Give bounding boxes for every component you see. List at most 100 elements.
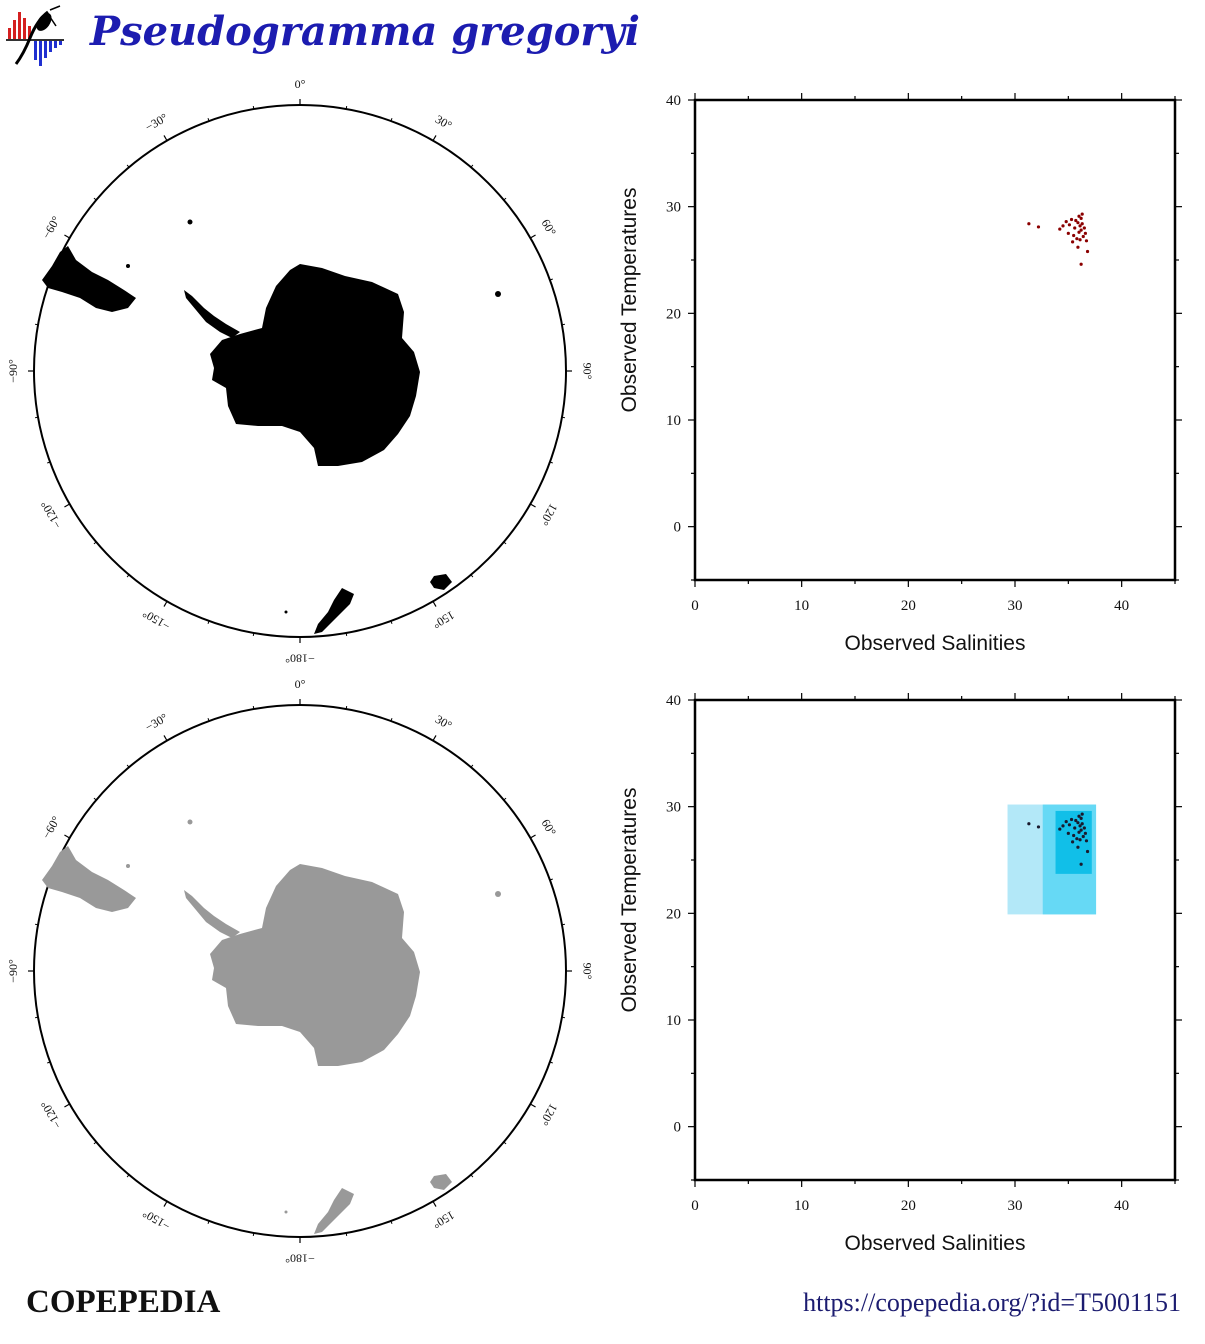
data-point (1064, 220, 1068, 224)
data-point (1084, 839, 1089, 843)
data-point (1075, 837, 1079, 841)
data-point (1085, 849, 1090, 854)
longitude-tick (432, 1201, 437, 1207)
longitude-minor-tick (126, 164, 130, 168)
data-point (1076, 221, 1080, 225)
data-point (1074, 218, 1078, 223)
longitude-minor-tick (34, 323, 39, 326)
data-point (1076, 845, 1080, 849)
longitude-label: −60° (39, 214, 63, 242)
longitude-minor-tick (47, 461, 51, 464)
longitude-minor-tick (503, 197, 507, 201)
longitude-label: −90° (6, 359, 20, 383)
longitude-minor-tick (470, 1174, 474, 1178)
longitude-label: −180° (285, 651, 315, 665)
data-point (1081, 834, 1085, 839)
data-point (1079, 828, 1083, 832)
longitude-minor-tick (549, 278, 553, 281)
data-point (1027, 222, 1031, 226)
data-point (1078, 838, 1082, 842)
x-tick-label: 20 (901, 598, 916, 614)
data-point (1061, 224, 1065, 228)
data-point (1085, 249, 1090, 254)
y-tick-label: 30 (666, 200, 681, 216)
copepedia-brand: COPEPEDIA (26, 1284, 221, 1320)
longitude-minor-tick (126, 764, 130, 768)
data-point (1079, 816, 1083, 820)
x-tick-label: 40 (1114, 598, 1129, 614)
new-zealand-landmass (314, 588, 354, 634)
y-tick-label: 40 (666, 93, 681, 109)
new-zealand-landmass (314, 1188, 354, 1234)
longitude-minor-tick (549, 461, 553, 464)
longitude-tick (163, 1201, 168, 1207)
data-point (1058, 227, 1062, 231)
longitude-tick (64, 503, 70, 508)
longitude-minor-tick (345, 705, 348, 710)
y-axis-label: Observed Temperatures (618, 188, 641, 413)
longitude-minor-tick (345, 1232, 348, 1237)
data-point (1083, 231, 1087, 235)
antarctic-peninsula (184, 290, 240, 338)
longitude-label: −150° (140, 1206, 173, 1233)
longitude-minor-tick (93, 541, 97, 545)
island (187, 219, 193, 225)
ts-scatter-chart-ranges: 0 10 20 30 40 0 10 20 30 40 Observed Salinities Obs… (610, 680, 1205, 1270)
data-point (1071, 240, 1075, 244)
x-tick-label: 0 (691, 1198, 699, 1214)
data-point (1064, 820, 1068, 824)
data-point (1036, 225, 1041, 229)
data-point (1080, 812, 1084, 816)
longitude-minor-tick (390, 118, 393, 122)
longitude-label: −150° (140, 606, 173, 633)
data-point (1084, 239, 1089, 243)
x-tick-label: 30 (1008, 598, 1023, 614)
plot-frame (693, 98, 1177, 582)
island (495, 291, 501, 297)
x-tick-label: 30 (1008, 1198, 1023, 1214)
longitude-minor-tick (345, 632, 348, 637)
species-url-link[interactable]: https://copepedia.org/?id=T5001151 (803, 1288, 1181, 1317)
longitude-tick (530, 1103, 536, 1108)
longitude-tick (64, 834, 70, 839)
longitude-label: −180° (285, 1251, 315, 1265)
longitude-minor-tick (93, 797, 97, 801)
longitude-minor-tick (34, 1016, 39, 1019)
y-tick-label: 0 (674, 1120, 682, 1136)
y-tick-label: 0 (674, 520, 682, 536)
data-point (1082, 826, 1086, 830)
longitude-label: 90° (580, 963, 594, 980)
longitude-tick (163, 735, 168, 741)
y-tick-label: 20 (666, 906, 681, 922)
data-point (1077, 814, 1081, 818)
longitude-minor-tick (470, 574, 474, 578)
longitude-minor-tick (207, 1220, 210, 1224)
longitude-tick (163, 135, 168, 141)
longitude-minor-tick (47, 1061, 51, 1064)
longitude-label: 120° (537, 501, 561, 528)
island (187, 819, 193, 825)
data-point (1027, 822, 1031, 826)
longitude-label: 150° (430, 1208, 457, 1232)
longitude-label: −30° (143, 110, 171, 134)
longitude-minor-tick (252, 632, 255, 637)
longitude-minor-tick (561, 416, 566, 419)
longitude-label: 0° (295, 677, 306, 691)
island (495, 891, 501, 897)
y-tick-label: 20 (666, 306, 681, 322)
island (126, 864, 130, 868)
data-point (1071, 840, 1075, 844)
data-point (1073, 826, 1077, 830)
longitude-minor-tick (470, 164, 474, 168)
x-tick-label: 10 (794, 598, 809, 614)
y-axis-label: Observed Temperatures (618, 788, 641, 1013)
data-point (1077, 214, 1081, 218)
longitude-minor-tick (252, 705, 255, 710)
plot-frame (693, 698, 1177, 1182)
data-point (1078, 224, 1082, 228)
longitude-minor-tick (252, 1232, 255, 1237)
longitude-minor-tick (93, 197, 97, 201)
tasmania-landmass (430, 1174, 452, 1190)
longitude-minor-tick (207, 620, 210, 624)
data-point (1078, 238, 1082, 242)
